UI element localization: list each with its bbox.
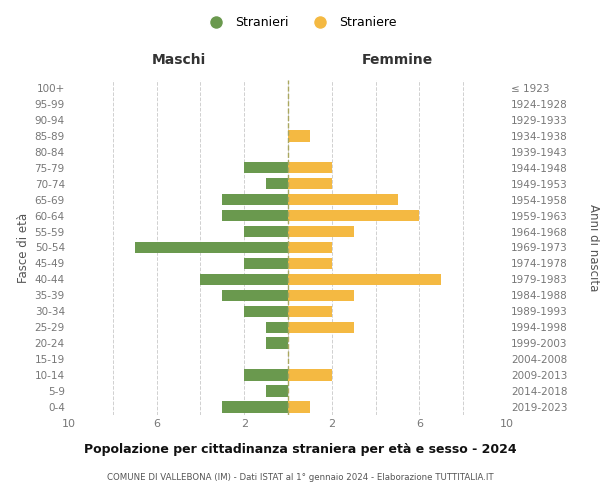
Text: Femmine: Femmine [362,53,433,67]
Bar [134,242,288,253]
Bar [288,306,332,317]
Bar [288,290,354,301]
Bar [288,402,310,413]
Text: Popolazione per cittadinanza straniera per età e sesso - 2024: Popolazione per cittadinanza straniera p… [83,442,517,456]
Bar [288,242,332,253]
Bar [288,210,419,222]
Bar [222,194,288,205]
Bar [244,162,288,173]
Y-axis label: Fasce di età: Fasce di età [17,212,31,282]
Bar [244,258,288,269]
Bar [288,162,332,173]
Bar [244,370,288,381]
Bar [200,274,288,285]
Bar [288,226,354,237]
Bar [288,130,310,141]
Text: Maschi: Maschi [151,53,206,67]
Bar [266,322,288,333]
Legend: Stranieri, Straniere: Stranieri, Straniere [199,11,401,34]
Text: COMUNE DI VALLEBONA (IM) - Dati ISTAT al 1° gennaio 2024 - Elaborazione TUTTITAL: COMUNE DI VALLEBONA (IM) - Dati ISTAT al… [107,472,493,482]
Bar [222,290,288,301]
Bar [288,370,332,381]
Bar [288,274,442,285]
Bar [222,402,288,413]
Bar [288,194,398,205]
Bar [266,178,288,190]
Bar [288,322,354,333]
Y-axis label: Anni di nascita: Anni di nascita [587,204,600,291]
Bar [288,258,332,269]
Bar [244,226,288,237]
Bar [222,210,288,222]
Bar [266,338,288,349]
Bar [266,386,288,397]
Bar [288,178,332,190]
Bar [244,306,288,317]
